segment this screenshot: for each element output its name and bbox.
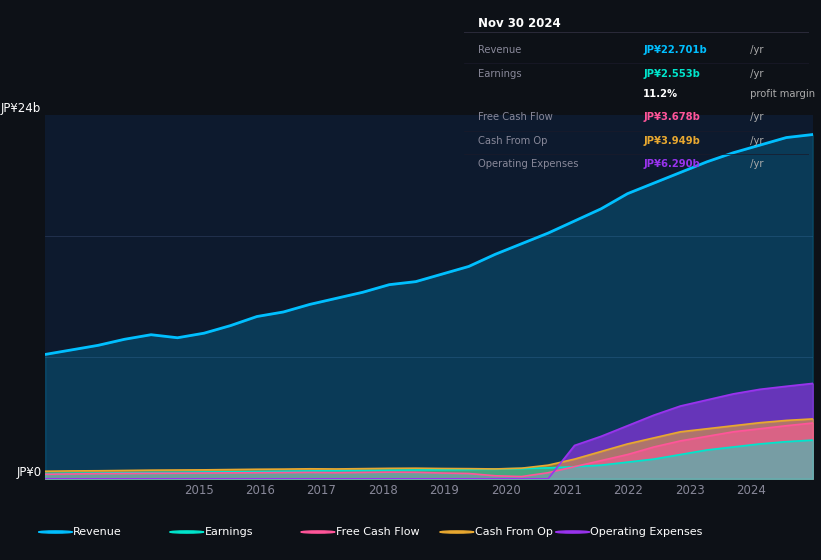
Text: Operating Expenses: Operating Expenses <box>478 158 578 169</box>
Text: /yr: /yr <box>746 69 763 80</box>
Circle shape <box>39 531 72 533</box>
Text: Revenue: Revenue <box>478 45 521 55</box>
Text: Cash From Op: Cash From Op <box>478 136 547 146</box>
Circle shape <box>440 531 474 533</box>
Text: /yr: /yr <box>746 136 763 146</box>
Text: JP¥3.949b: JP¥3.949b <box>643 136 700 146</box>
Text: Earnings: Earnings <box>204 527 253 537</box>
Text: profit margin: profit margin <box>746 89 814 99</box>
Text: Cash From Op: Cash From Op <box>475 527 553 537</box>
Text: 11.2%: 11.2% <box>643 89 678 99</box>
Text: /yr: /yr <box>746 158 763 169</box>
Circle shape <box>170 531 204 533</box>
Text: /yr: /yr <box>746 45 763 55</box>
Text: Free Cash Flow: Free Cash Flow <box>478 113 553 123</box>
Circle shape <box>556 531 589 533</box>
Text: Operating Expenses: Operating Expenses <box>590 527 703 537</box>
Text: Revenue: Revenue <box>73 527 122 537</box>
Circle shape <box>301 531 335 533</box>
Text: Nov 30 2024: Nov 30 2024 <box>478 17 561 30</box>
Text: JP¥6.290b: JP¥6.290b <box>643 158 700 169</box>
Text: JP¥2.553b: JP¥2.553b <box>643 69 700 80</box>
Text: JP¥24b: JP¥24b <box>1 102 41 115</box>
Text: JP¥22.701b: JP¥22.701b <box>643 45 707 55</box>
Text: Free Cash Flow: Free Cash Flow <box>336 527 420 537</box>
Text: /yr: /yr <box>746 113 763 123</box>
Text: Earnings: Earnings <box>478 69 521 80</box>
Text: JP¥3.678b: JP¥3.678b <box>643 113 700 123</box>
Text: JP¥0: JP¥0 <box>16 466 41 479</box>
